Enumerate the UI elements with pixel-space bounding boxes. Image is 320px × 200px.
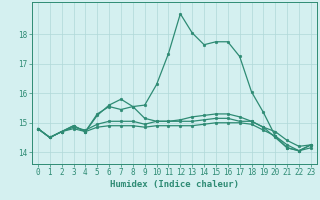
X-axis label: Humidex (Indice chaleur): Humidex (Indice chaleur) [110,180,239,189]
